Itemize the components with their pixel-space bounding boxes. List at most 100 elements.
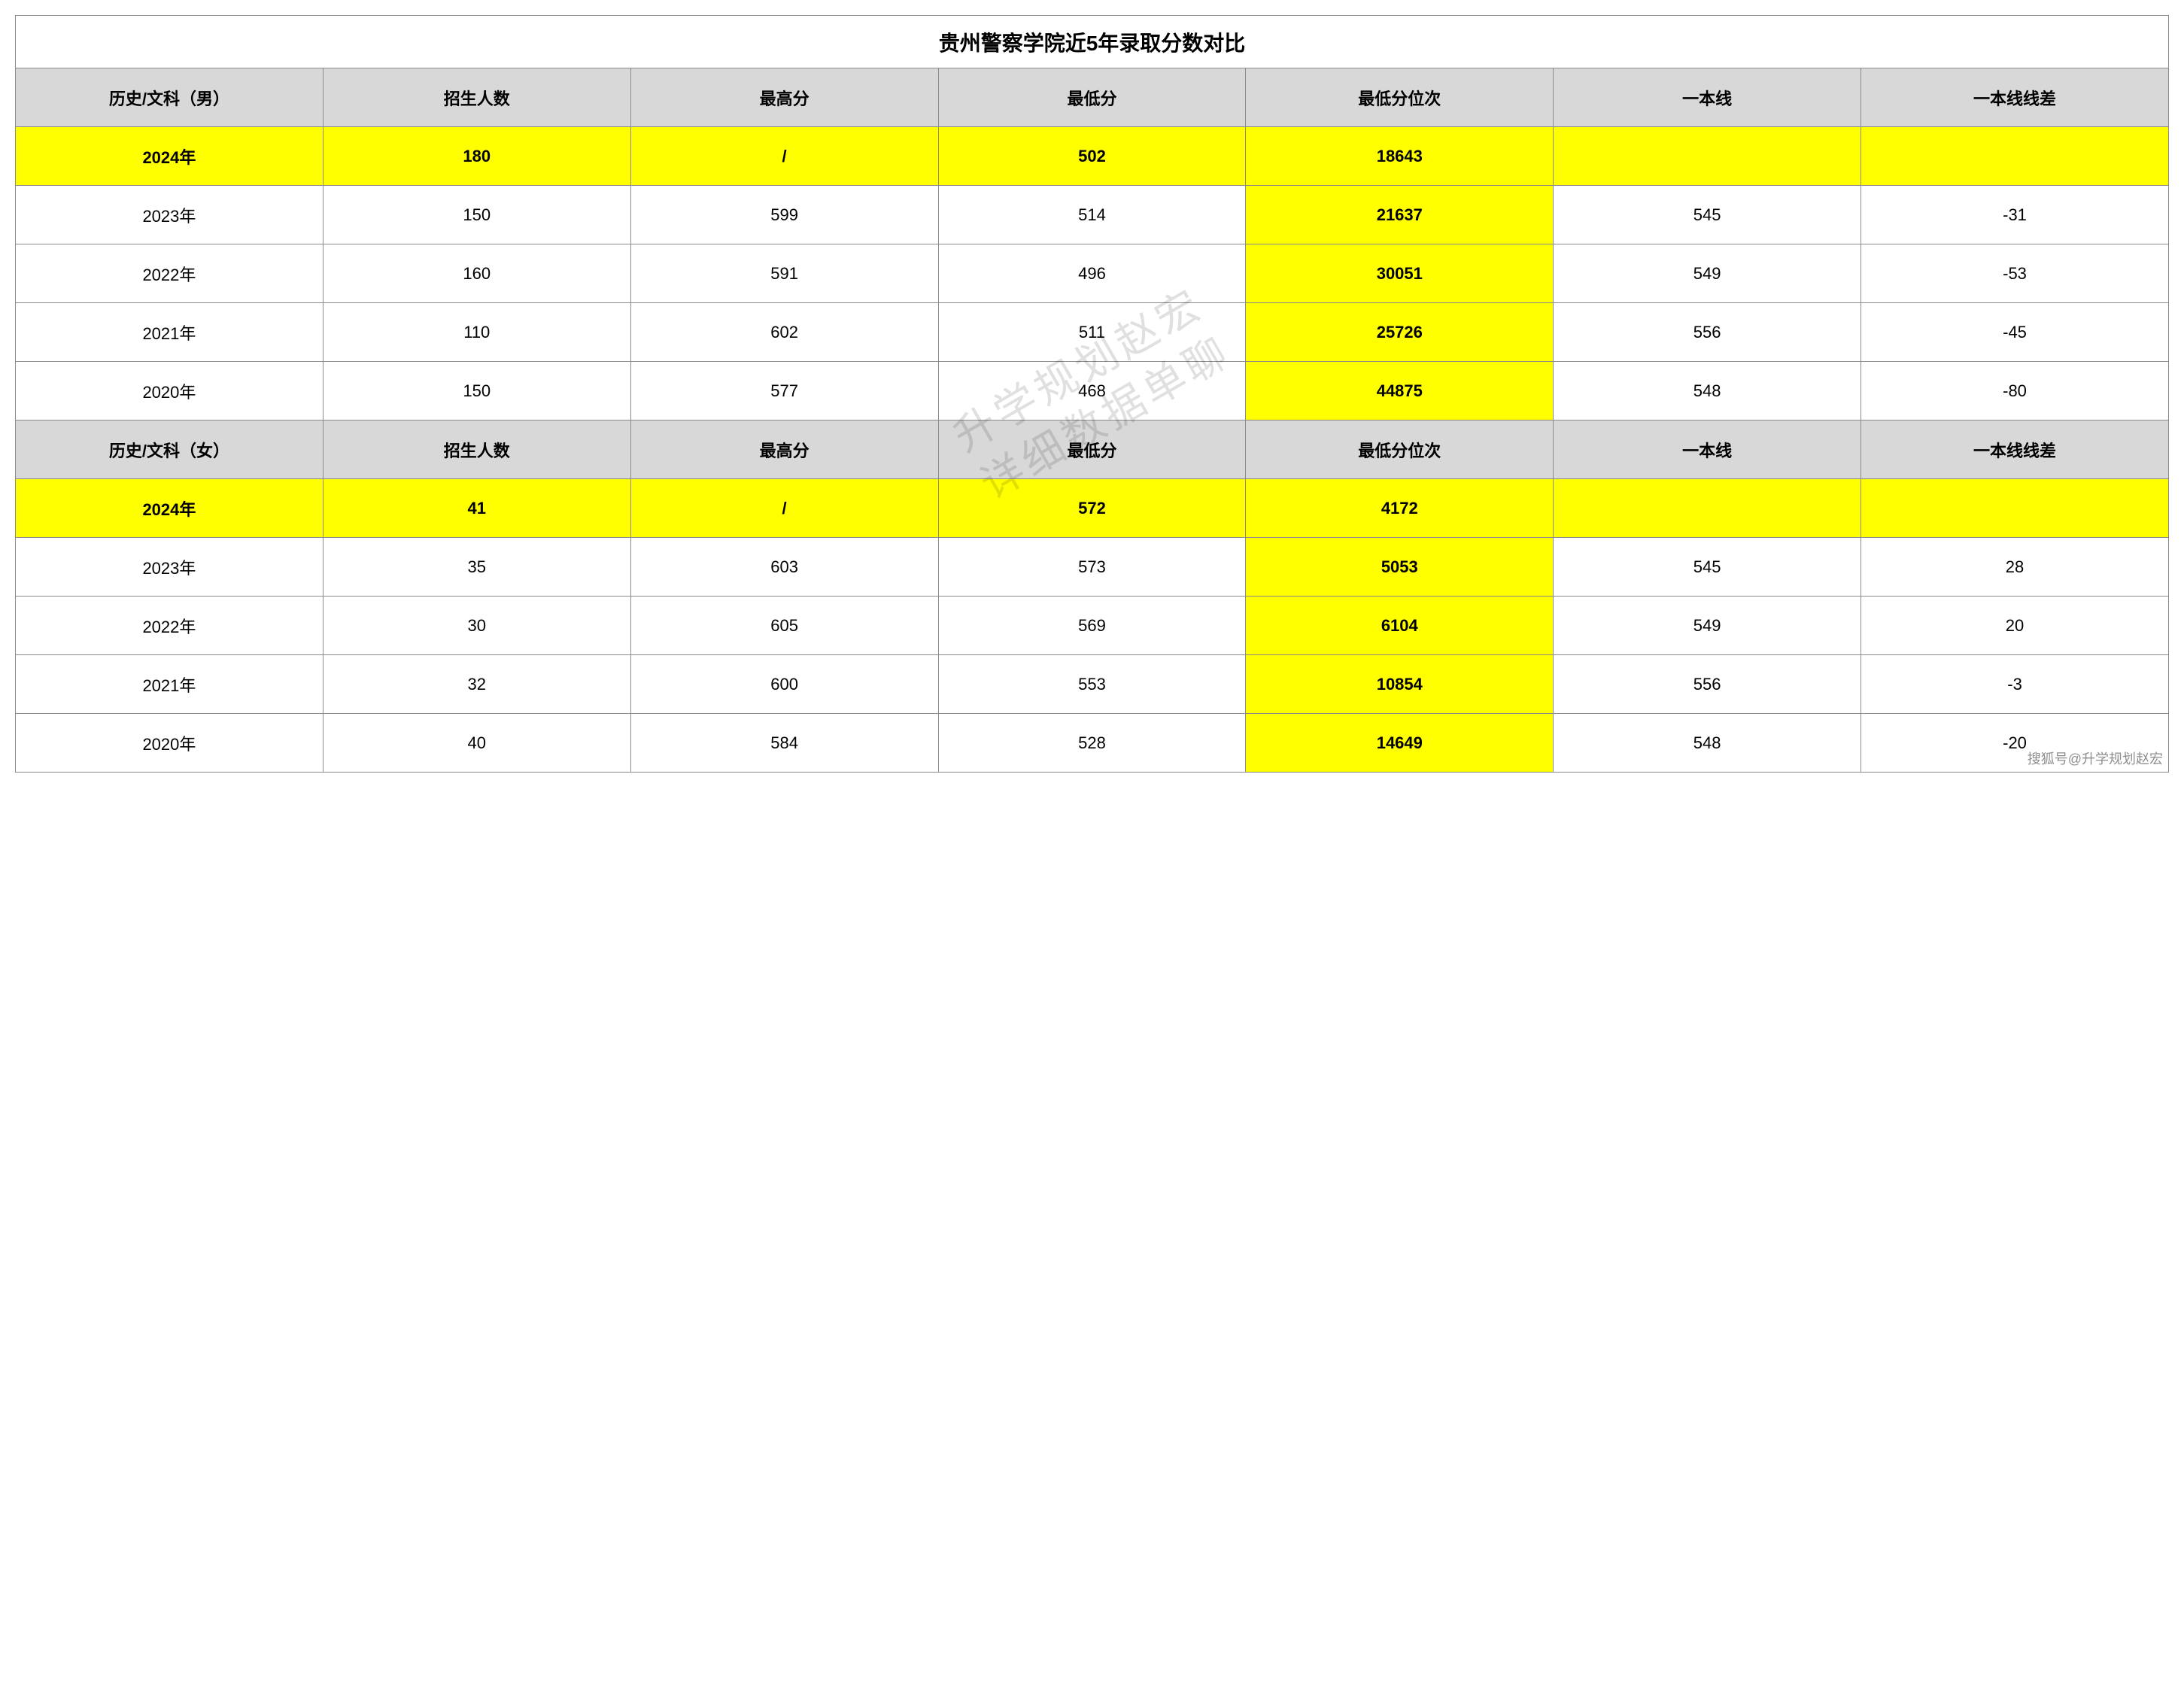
table-row: 2022年30605569610454920	[16, 597, 2169, 655]
table-cell: 35	[323, 538, 630, 597]
table-cell: 2024年	[16, 479, 323, 538]
column-header: 历史/文科（男）	[16, 68, 323, 127]
column-header: 最低分	[938, 420, 1246, 479]
table-cell: 599	[630, 186, 938, 244]
table-cell: 28	[1861, 538, 2169, 597]
table-row: 2024年180/50218643	[16, 127, 2169, 186]
table-cell: 553	[938, 655, 1246, 714]
table-cell: -20	[1861, 714, 2169, 773]
table-cell: -80	[1861, 362, 2169, 420]
table-cell: -53	[1861, 244, 2169, 303]
table-row: 2023年15059951421637545-31	[16, 186, 2169, 244]
column-header: 招生人数	[323, 420, 630, 479]
table-cell: 514	[938, 186, 1246, 244]
table-cell: 2021年	[16, 303, 323, 362]
table-cell: 110	[323, 303, 630, 362]
table-cell: 549	[1554, 244, 1861, 303]
section-header-row: 历史/文科（男）招生人数最高分最低分最低分位次一本线一本线线差	[16, 68, 2169, 127]
table-cell: 2022年	[16, 597, 323, 655]
column-header: 一本线	[1554, 420, 1861, 479]
table-cell: 20	[1861, 597, 2169, 655]
column-header: 历史/文科（女）	[16, 420, 323, 479]
table-cell: 502	[938, 127, 1246, 186]
column-header: 最低分位次	[1246, 68, 1554, 127]
table-cell	[1861, 479, 2169, 538]
table-cell: -3	[1861, 655, 2169, 714]
table-cell: 6104	[1246, 597, 1554, 655]
table-cell: 549	[1554, 597, 1861, 655]
table-cell: 180	[323, 127, 630, 186]
table-cell: 569	[938, 597, 1246, 655]
table-cell	[1554, 127, 1861, 186]
table-cell: 572	[938, 479, 1246, 538]
table-cell: 577	[630, 362, 938, 420]
table-row: 2024年41/5724172	[16, 479, 2169, 538]
table-cell: 2023年	[16, 538, 323, 597]
table-cell: 14649	[1246, 714, 1554, 773]
table-cell: -31	[1861, 186, 2169, 244]
table-cell: 556	[1554, 655, 1861, 714]
table-cell: 21637	[1246, 186, 1554, 244]
table-cell: 32	[323, 655, 630, 714]
table-cell: 18643	[1246, 127, 1554, 186]
table-cell: /	[630, 479, 938, 538]
table-cell: 5053	[1246, 538, 1554, 597]
table-cell: 10854	[1246, 655, 1554, 714]
table-cell: 584	[630, 714, 938, 773]
table-row: 2020年15057746844875548-80	[16, 362, 2169, 420]
column-header: 招生人数	[323, 68, 630, 127]
table-row: 2023年35603573505354528	[16, 538, 2169, 597]
table-cell: 150	[323, 362, 630, 420]
table-cell: 2024年	[16, 127, 323, 186]
table-container: 贵州警察学院近5年录取分数对比 历史/文科（男）招生人数最高分最低分最低分位次一…	[15, 15, 2169, 773]
column-header: 一本线线差	[1861, 68, 2169, 127]
table-cell: 160	[323, 244, 630, 303]
table-cell: 40	[323, 714, 630, 773]
column-header: 一本线	[1554, 68, 1861, 127]
table-body: 贵州警察学院近5年录取分数对比 历史/文科（男）招生人数最高分最低分最低分位次一…	[16, 16, 2169, 773]
table-cell: 2023年	[16, 186, 323, 244]
table-cell: 591	[630, 244, 938, 303]
table-cell: 548	[1554, 714, 1861, 773]
table-cell: 2022年	[16, 244, 323, 303]
score-comparison-table: 贵州警察学院近5年录取分数对比 历史/文科（男）招生人数最高分最低分最低分位次一…	[15, 15, 2169, 773]
table-cell: 603	[630, 538, 938, 597]
table-cell: 2021年	[16, 655, 323, 714]
table-title: 贵州警察学院近5年录取分数对比	[16, 16, 2169, 68]
table-row: 2020年4058452814649548-20	[16, 714, 2169, 773]
table-cell: 468	[938, 362, 1246, 420]
column-header: 最低分	[938, 68, 1246, 127]
table-cell: 25726	[1246, 303, 1554, 362]
table-cell: 556	[1554, 303, 1861, 362]
table-cell: 602	[630, 303, 938, 362]
table-cell: 41	[323, 479, 630, 538]
column-header: 最高分	[630, 420, 938, 479]
table-cell: -45	[1861, 303, 2169, 362]
title-row: 贵州警察学院近5年录取分数对比	[16, 16, 2169, 68]
table-cell: 4172	[1246, 479, 1554, 538]
table-cell: 511	[938, 303, 1246, 362]
table-cell: 545	[1554, 186, 1861, 244]
table-cell: 573	[938, 538, 1246, 597]
table-row: 2021年3260055310854556-3	[16, 655, 2169, 714]
table-cell: 496	[938, 244, 1246, 303]
table-row: 2022年16059149630051549-53	[16, 244, 2169, 303]
table-cell: 150	[323, 186, 630, 244]
table-cell: 44875	[1246, 362, 1554, 420]
column-header: 最低分位次	[1246, 420, 1554, 479]
table-cell: 2020年	[16, 362, 323, 420]
table-cell: 30	[323, 597, 630, 655]
table-row: 2021年11060251125726556-45	[16, 303, 2169, 362]
table-cell: 548	[1554, 362, 1861, 420]
table-cell	[1861, 127, 2169, 186]
column-header: 一本线线差	[1861, 420, 2169, 479]
table-cell: /	[630, 127, 938, 186]
table-cell: 545	[1554, 538, 1861, 597]
table-cell: 30051	[1246, 244, 1554, 303]
column-header: 最高分	[630, 68, 938, 127]
table-cell: 605	[630, 597, 938, 655]
section-header-row: 历史/文科（女）招生人数最高分最低分最低分位次一本线一本线线差	[16, 420, 2169, 479]
table-cell: 528	[938, 714, 1246, 773]
table-cell: 2020年	[16, 714, 323, 773]
table-cell	[1554, 479, 1861, 538]
